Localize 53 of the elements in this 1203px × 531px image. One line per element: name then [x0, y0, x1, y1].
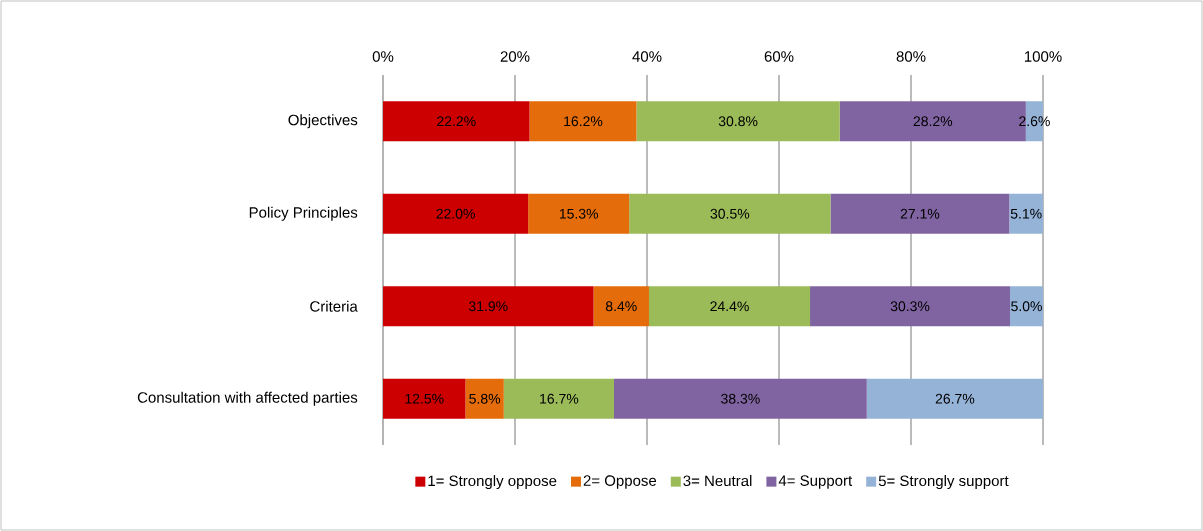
- y-tick-label: Objectives: [288, 114, 358, 129]
- data-label: 2.6%: [1019, 116, 1050, 127]
- bar: [383, 378, 466, 419]
- bar: [636, 101, 840, 142]
- legend-label: 5= Strongly support: [878, 475, 1009, 490]
- data-label: 16.2%: [564, 116, 603, 127]
- data-label: 28.2%: [913, 116, 953, 127]
- data-label: 8.4%: [605, 301, 637, 312]
- x-tick-label: 20%: [500, 51, 530, 62]
- bar: [383, 101, 530, 142]
- x-tick-label: 80%: [896, 51, 926, 62]
- bar: [866, 378, 1044, 419]
- x-tick-label: 100%: [1024, 51, 1062, 62]
- y-tick-label: Criteria: [310, 300, 358, 312]
- bar: [383, 286, 594, 327]
- data-label: 30.5%: [710, 208, 750, 219]
- data-label: 30.8%: [718, 116, 758, 127]
- legend-label: 2= Oppose: [583, 475, 657, 489]
- bar: [810, 286, 1011, 327]
- x-tick-label: 60%: [764, 51, 794, 62]
- data-label: 15.3%: [559, 208, 599, 219]
- data-label: 24.4%: [710, 301, 749, 312]
- data-label: 30.3%: [890, 301, 930, 312]
- data-label: 5.8%: [469, 393, 501, 404]
- data-label: 31.9%: [468, 301, 508, 312]
- data-label: 5.1%: [1010, 208, 1042, 219]
- x-tick-label: 0%: [372, 51, 394, 62]
- bar: [593, 286, 649, 327]
- bar: [1010, 286, 1044, 327]
- data-label: 5.0%: [1011, 301, 1042, 312]
- y-tick-label: Consultation with affected parties: [137, 391, 358, 406]
- data-label: 27.1%: [900, 208, 940, 219]
- data-label: 26.7%: [935, 393, 975, 404]
- bar: [1009, 193, 1044, 234]
- bar: [529, 101, 637, 142]
- bar: [830, 193, 1010, 234]
- data-label: 22.0%: [436, 208, 475, 219]
- data-label: 22.2%: [437, 116, 476, 127]
- bar: [503, 378, 614, 419]
- legend-label: 4= Support: [778, 475, 853, 489]
- data-label: 16.7%: [540, 393, 579, 404]
- bar: [383, 193, 529, 234]
- legend-label: 1= Strongly oppose: [428, 475, 557, 490]
- bar: [648, 286, 811, 327]
- data-label: 12.5%: [405, 393, 444, 404]
- bar: [465, 378, 504, 419]
- bar: [629, 193, 831, 234]
- bar: [528, 193, 630, 234]
- data-label: 38.3%: [721, 393, 760, 404]
- legend-label: 3= Neutral: [683, 475, 752, 487]
- y-tick-label: Policy Principles: [249, 206, 358, 221]
- bar: [614, 378, 867, 419]
- x-tick-label: 40%: [632, 51, 662, 62]
